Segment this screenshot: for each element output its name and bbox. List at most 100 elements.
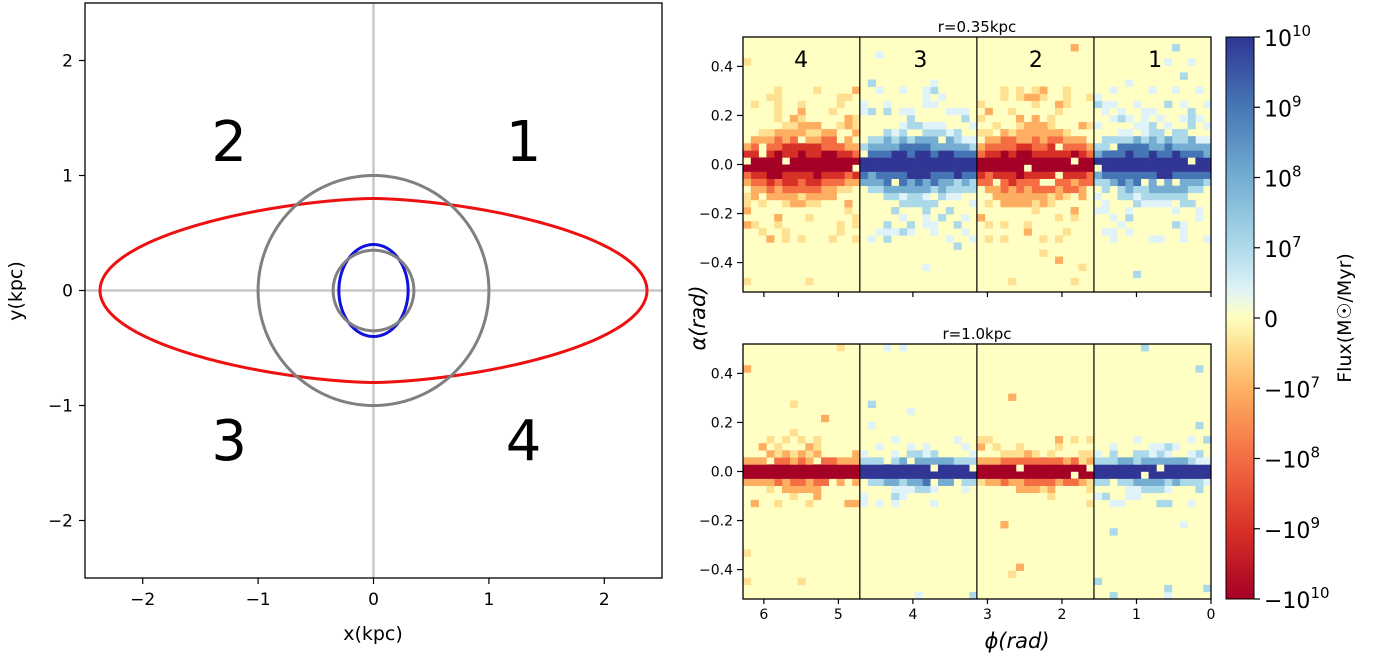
colorbar-tick-label: −1010	[1264, 584, 1330, 614]
flux-cell	[922, 93, 931, 102]
flux-cell	[852, 150, 861, 158]
flux-cell	[953, 185, 962, 194]
flux-cell	[899, 129, 908, 137]
flux-cell	[1070, 214, 1079, 222]
flux-cell	[1086, 450, 1095, 458]
flux-cell	[1023, 199, 1032, 208]
flux-cell	[813, 492, 822, 501]
flux-cell	[828, 457, 837, 465]
flux-cell	[750, 471, 759, 479]
flux-cell	[743, 221, 752, 229]
colorbar: 1010 109 108 107 0 −107 −108 −109 −1010 Flux(M☉/…	[1225, 22, 1356, 614]
flux-cell	[821, 478, 830, 486]
flux-cell	[906, 136, 915, 144]
flux-cell	[1101, 100, 1110, 109]
flux-cell	[1055, 150, 1064, 158]
flux-cell	[1140, 457, 1149, 465]
flux-cell	[883, 185, 892, 194]
flux-cell	[797, 199, 806, 208]
flux-cell	[782, 143, 791, 151]
flux-cell	[945, 457, 954, 465]
flux-cell	[1000, 136, 1009, 144]
flux-cell	[1031, 171, 1040, 179]
flux-cell	[883, 157, 892, 165]
flux-cell	[938, 464, 947, 472]
flux-cell	[828, 192, 837, 201]
flux-cell	[867, 164, 876, 172]
flux-cell	[758, 171, 767, 179]
flux-cell	[766, 157, 775, 165]
flux-cell	[922, 207, 931, 215]
flux-cell	[1140, 171, 1149, 179]
flux-cell	[766, 185, 775, 194]
flux-cell	[961, 214, 970, 222]
flux-cell	[1031, 93, 1040, 102]
flux-cell	[1203, 164, 1212, 172]
flux-cell	[797, 122, 806, 130]
flux-cell	[1023, 464, 1032, 472]
flux-cell	[930, 100, 939, 109]
flux-cell	[1000, 471, 1009, 479]
flux-cell	[992, 185, 1001, 194]
flux-cell	[1062, 164, 1071, 172]
flux-cell	[1148, 192, 1157, 201]
flux-cell	[1047, 471, 1056, 479]
flux-cell	[899, 107, 908, 116]
flux-cell	[961, 157, 970, 165]
flux-cell	[813, 199, 822, 208]
flux-cell	[774, 114, 783, 123]
flux-cell	[1016, 457, 1025, 465]
flux-cell	[836, 100, 845, 109]
flux-cell	[1047, 122, 1056, 130]
flux-cell	[1000, 199, 1009, 208]
flux-cell	[797, 114, 806, 123]
flux-cell	[1117, 171, 1126, 179]
flux-cell	[1172, 185, 1181, 194]
orbit-blue-ellipse	[337, 242, 410, 339]
flux-cell	[774, 457, 783, 465]
flux-cell	[1148, 485, 1157, 494]
flux-cell	[1156, 457, 1165, 465]
flux-cell	[821, 164, 830, 172]
flux-cell	[766, 436, 775, 444]
flux-cell	[977, 478, 986, 486]
flux-cell	[844, 499, 853, 508]
flux-cell	[1023, 93, 1032, 102]
flux-cell	[1031, 450, 1040, 458]
flux-cell	[875, 136, 884, 144]
flux-cell	[914, 185, 923, 194]
flux-cell	[953, 242, 962, 250]
flux-cell	[1172, 478, 1181, 486]
flux-cell	[1094, 178, 1103, 187]
flux-cell	[789, 171, 798, 179]
flux-cell	[782, 185, 791, 194]
flux-cell	[821, 129, 830, 137]
flux-cell	[836, 157, 845, 165]
flux-cell	[1008, 107, 1017, 116]
flux-cell	[813, 471, 822, 479]
flux-cell	[797, 107, 806, 116]
flux-cell	[992, 464, 1001, 472]
flux-cell	[922, 143, 931, 151]
flux-cell	[1047, 136, 1056, 144]
flux-cell	[1031, 485, 1040, 494]
flux-cell	[1016, 93, 1025, 102]
flux-cell	[891, 192, 900, 201]
flux-cell	[1000, 178, 1009, 187]
flux-cell	[782, 471, 791, 479]
flux-cell	[1109, 157, 1118, 165]
flux-cell	[914, 450, 923, 458]
flux-cell	[766, 178, 775, 187]
flux-cell	[1101, 143, 1110, 151]
flux-cell	[1109, 464, 1118, 472]
flux-cell	[875, 171, 884, 179]
flux-cell	[782, 235, 791, 243]
flux-cell	[805, 157, 814, 165]
flux-cell	[1203, 171, 1212, 179]
flux-cell	[1047, 450, 1056, 458]
flux-cell	[922, 100, 931, 109]
flux-cell	[1172, 464, 1181, 472]
colorbar-ticks: 1010 109 108 107 0 −107 −108 −109 −1010	[1254, 22, 1330, 614]
flux-cell	[1109, 235, 1118, 243]
flux-cell	[1086, 457, 1095, 465]
